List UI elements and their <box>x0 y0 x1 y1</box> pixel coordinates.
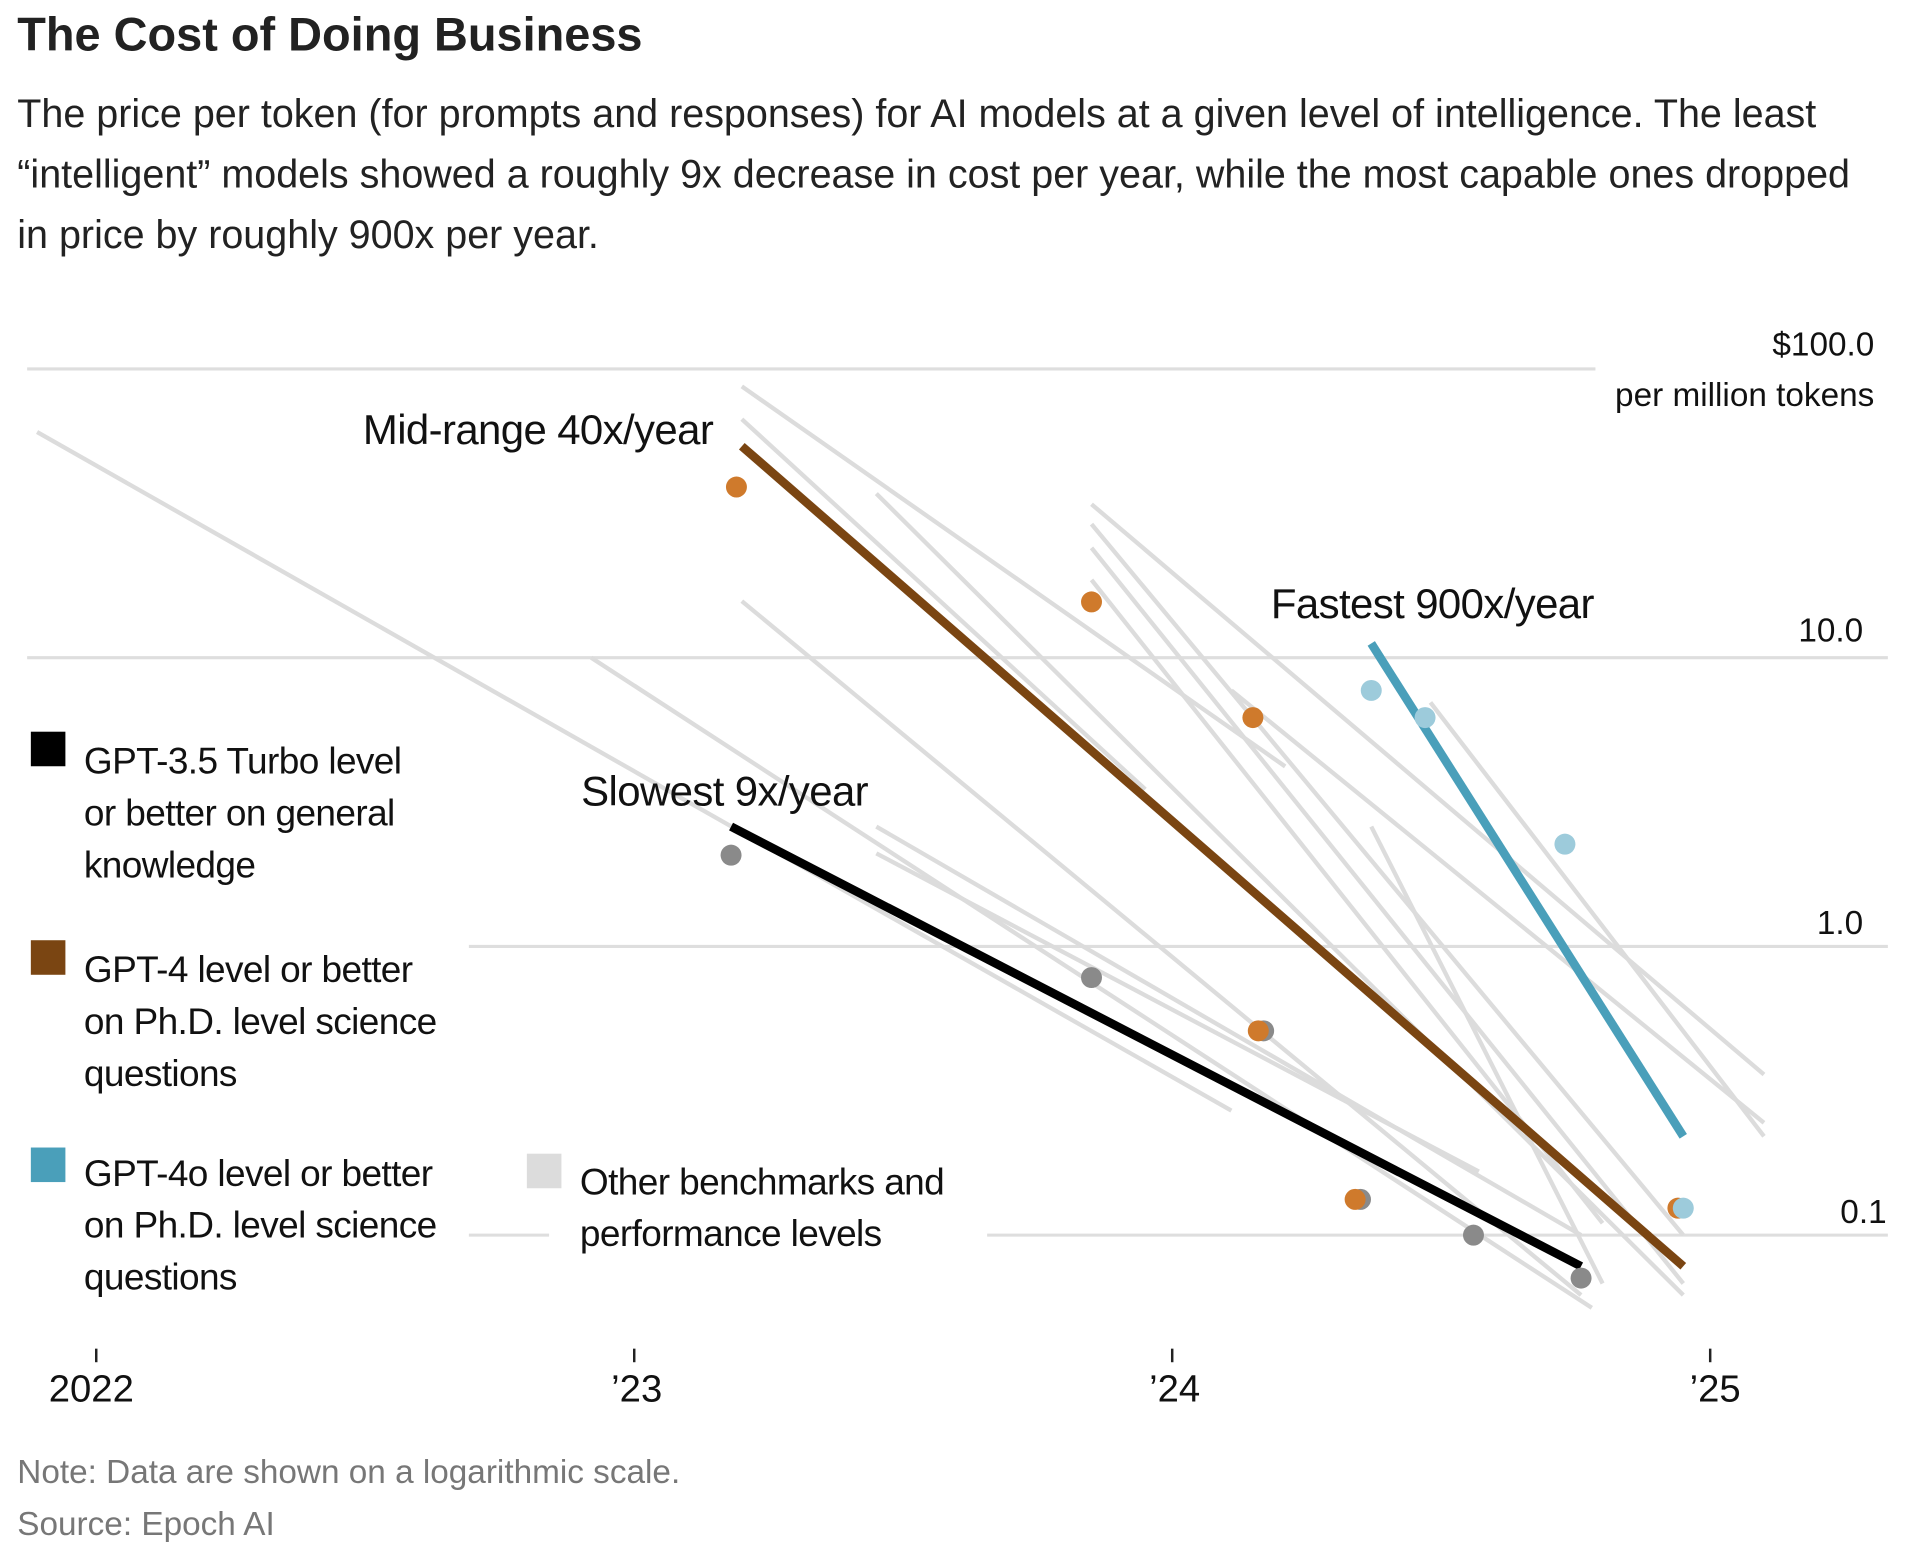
other-lines <box>35 384 1766 1310</box>
data-point-gpt4 <box>1242 707 1264 729</box>
data-point-gpt35 <box>1570 1267 1592 1289</box>
data-point-gpt4 <box>1081 591 1102 613</box>
other-benchmark-line <box>35 430 1233 1113</box>
x-axis-ticks <box>95 1348 1712 1363</box>
chart-note: Note: Data are shown on a logarithmic sc… <box>17 1453 681 1491</box>
other-benchmark-line <box>875 851 1480 1174</box>
y-tick-label-10: 10.0 <box>1798 612 1864 650</box>
data-point-gpt4 <box>1247 1020 1269 1042</box>
other-benchmark-line <box>1090 502 1766 1077</box>
data-point-gpt4o <box>1672 1197 1694 1219</box>
annotation-slowest: Slowest 9x/year <box>581 768 869 816</box>
data-point-gpt35 <box>1081 967 1102 989</box>
data-point-gpt4o <box>1360 679 1382 701</box>
other-benchmark-line <box>874 492 1685 1297</box>
legend-swatch-other <box>526 1153 562 1189</box>
data-point-gpt4 <box>725 476 747 498</box>
annotation-midrange: Mid-range 40x/year <box>362 407 714 455</box>
other-benchmark-line <box>740 599 1583 1297</box>
other-benchmark-line <box>1369 825 1605 1285</box>
trend-line <box>738 442 1687 1270</box>
gridlines <box>27 367 1888 1237</box>
legend-label-gpt4o: GPT-4o level or better on Ph.D. level sc… <box>83 1153 437 1299</box>
legend-swatch-gpt35 <box>30 731 66 767</box>
data-dots <box>720 476 1694 1289</box>
data-point-gpt35 <box>1462 1224 1484 1246</box>
other-benchmark-line <box>1089 522 1685 1237</box>
data-point-gpt4o <box>1554 833 1576 855</box>
other-benchmark-line <box>1428 701 1766 1138</box>
annotation-fastest: Fastest 900x/year <box>1270 581 1595 629</box>
other-benchmark-line <box>1089 546 1685 1285</box>
y-tick-label-1: 1.0 <box>1816 904 1864 942</box>
other-benchmark-line <box>740 384 1287 769</box>
legend-label-gpt35: GPT-3.5 Turbo level or better on general… <box>83 741 402 886</box>
y-tick-label-0-1: 0.1 <box>1840 1193 1887 1231</box>
legend-label-gpt4: GPT-4 level or better on Ph.D. level sci… <box>83 950 437 1095</box>
legend-label-other: Other benchmarks and performance levels <box>579 1162 945 1255</box>
data-point-gpt4o <box>1414 707 1436 729</box>
other-benchmark-line <box>740 417 1147 791</box>
data-point-gpt35 <box>720 844 742 866</box>
chart-subtitle: The price per token (for prompts and res… <box>17 91 1850 257</box>
data-point-gpt4 <box>1344 1188 1366 1210</box>
other-benchmark-line <box>1230 688 1766 1125</box>
x-tick-label-2025: ’25 <box>1689 1367 1741 1411</box>
trend-line <box>729 822 1584 1271</box>
chart-title: The Cost of Doing Business <box>17 9 643 62</box>
y-unit-label: per million tokens <box>1615 376 1875 414</box>
other-benchmark-line <box>875 824 1583 1238</box>
legend-swatch-gpt4 <box>30 940 66 975</box>
x-tick-label-2024: ’24 <box>1149 1367 1201 1411</box>
legend-swatch-gpt4o <box>30 1147 66 1183</box>
trend-lines <box>729 442 1687 1271</box>
y-tick-label-100: $100.0 <box>1772 325 1875 363</box>
x-tick-label-2022: 2022 <box>48 1367 134 1411</box>
chart-source: Source: Epoch AI <box>17 1505 275 1543</box>
x-tick-label-2023: ’23 <box>611 1367 663 1411</box>
